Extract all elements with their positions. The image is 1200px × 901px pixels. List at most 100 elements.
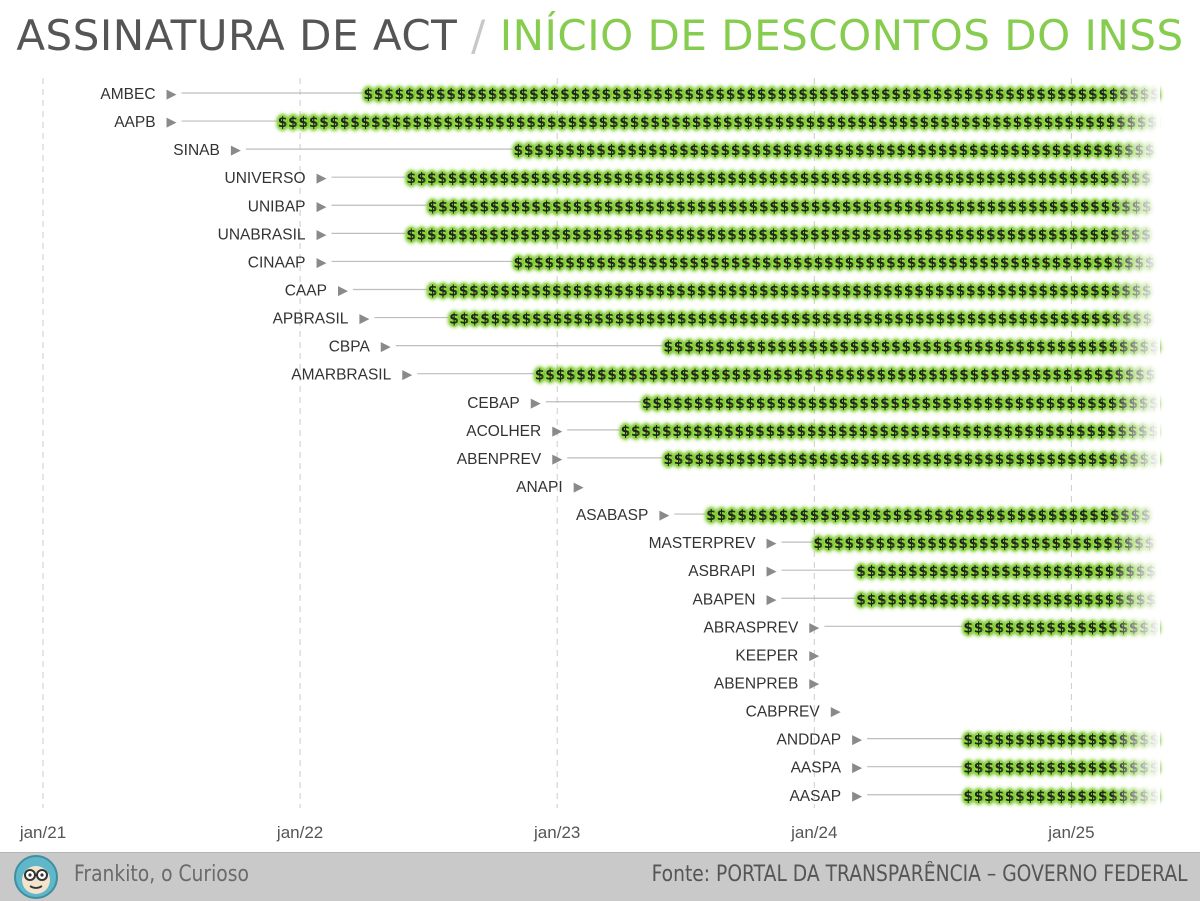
- deduction-dollar: $: [974, 789, 984, 805]
- footer-author: Frankito, o Curioso: [74, 862, 249, 887]
- deduction-dollar: $: [689, 255, 699, 271]
- deduction-dollar: $: [901, 396, 911, 412]
- deduction-dollar: $: [942, 396, 952, 412]
- deduction-dollar: $: [918, 368, 928, 384]
- deduction-dollar: $: [1101, 283, 1111, 299]
- deduction-dollar: $: [941, 424, 951, 440]
- deduction-dollar: $: [687, 199, 697, 215]
- title-accent: INÍCIO DE DESCONTOS DO INSS: [499, 11, 1184, 60]
- deduction-dollar: $: [707, 283, 717, 299]
- deduction-dollar: $: [777, 340, 787, 356]
- deduction-dollar: $: [891, 340, 901, 356]
- deduction-dollar: $: [713, 115, 723, 131]
- deduction-dollar: $: [1057, 87, 1067, 103]
- deduction-dollar: $: [907, 536, 917, 552]
- deduction-dollar: $: [899, 115, 909, 131]
- deduction-dollar: $: [705, 452, 715, 468]
- deduction-dollar: $: [963, 733, 973, 749]
- deduction-dollar: $: [1036, 452, 1046, 468]
- deduction-dollar: $: [732, 368, 742, 384]
- deduction-dollar: $: [894, 312, 904, 328]
- series-label: ABENPREV: [457, 451, 542, 468]
- deduction-dollar: $: [658, 143, 668, 159]
- deduction-dollar: $: [644, 227, 654, 243]
- deduction-dollar: $: [448, 283, 458, 299]
- series-label: ANDDAP: [777, 732, 842, 749]
- deduction-dollar: $: [1100, 227, 1110, 243]
- deduction-dollar: $: [531, 171, 541, 187]
- deduction-dollar: $: [922, 340, 932, 356]
- deduction-dollar: $: [1023, 115, 1033, 131]
- deduction-dollar: $: [669, 368, 679, 384]
- deduction-dollar: $: [704, 396, 714, 412]
- deduction-dollar: $: [949, 368, 959, 384]
- act-signed-marker: ▶: [809, 620, 819, 635]
- deduction-dollar: $: [741, 255, 751, 271]
- deduction-dollar: $: [994, 396, 1004, 412]
- act-signed-marker: ▶: [552, 452, 562, 467]
- deduction-dollar: $: [984, 620, 994, 636]
- deduction-dollar: $: [707, 171, 717, 187]
- deduction-dollar: $: [480, 283, 490, 299]
- deduction-dollar: $: [659, 368, 669, 384]
- deduction-dollar: $: [566, 368, 576, 384]
- deduction-dollar: $: [893, 171, 903, 187]
- deduction-dollar: $: [1005, 452, 1015, 468]
- deduction-dollar: $: [519, 87, 529, 103]
- deduction-dollar: $: [766, 424, 776, 440]
- deduction-dollar: $: [1038, 508, 1048, 524]
- deduction-dollar: $: [798, 452, 808, 468]
- deduction-dollar: $: [767, 87, 777, 103]
- deduction-dollar: $: [752, 255, 762, 271]
- deduction-dollar: $: [448, 171, 458, 187]
- deduction-dollar: $: [630, 115, 640, 131]
- deduction-dollar: $: [824, 143, 834, 159]
- deduction-dollar: $: [1028, 283, 1038, 299]
- deduction-dollar: $: [726, 87, 736, 103]
- deduction-dollar: $: [976, 283, 986, 299]
- deduction-dollar: $: [1088, 789, 1098, 805]
- series-row: CABPREV ▶: [746, 704, 841, 721]
- deduction-dollar: $: [720, 143, 730, 159]
- deduction-dollar: $: [966, 199, 976, 215]
- deduction-dollar: $: [948, 255, 958, 271]
- deduction-dollar: $: [783, 255, 793, 271]
- series-label: ASABASP: [576, 507, 648, 524]
- deduction-dollar: $: [727, 227, 737, 243]
- act-signed-marker: ▶: [359, 312, 369, 327]
- deduction-dollar: $: [1018, 312, 1028, 328]
- deduction-dollar: $: [883, 199, 893, 215]
- series-label: ABAPEN: [693, 591, 756, 608]
- deduction-dollar: $: [840, 87, 850, 103]
- deduction-dollar: $: [925, 283, 935, 299]
- deduction-dollar: $: [1046, 452, 1056, 468]
- deduction-dollar: $: [573, 199, 583, 215]
- deduction-dollar: $: [562, 227, 572, 243]
- deduction-dollar: $: [714, 396, 724, 412]
- deduction-dollar: $: [814, 368, 824, 384]
- deduction-dollar: $: [995, 87, 1005, 103]
- deduction-dollar: $: [811, 199, 821, 215]
- deduction-dollar: $: [617, 255, 627, 271]
- deduction-dollar: $: [594, 312, 604, 328]
- deduction-dollar: $: [891, 452, 901, 468]
- deduction-dollar: $: [886, 255, 896, 271]
- deduction-dollar: $: [1077, 452, 1087, 468]
- deduction-dollar: $: [437, 171, 447, 187]
- deduction-dollar: $: [728, 283, 738, 299]
- deduction-dollar: $: [758, 227, 768, 243]
- deduction-dollar: $: [876, 368, 886, 384]
- deduction-dollar: $: [728, 199, 738, 215]
- deduction-dollar: $: [495, 115, 505, 131]
- deduction-dollar: $: [793, 255, 803, 271]
- deduction-dollar: $: [929, 564, 939, 580]
- deduction-dollar: $: [607, 255, 617, 271]
- deduction-dollar: $: [613, 227, 623, 243]
- deduction-dollar: $: [489, 171, 499, 187]
- deduction-dollar: $: [1077, 789, 1087, 805]
- deduction-dollar: $: [862, 171, 872, 187]
- act-signed-marker: ▶: [531, 396, 541, 411]
- deduction-dollar: $: [500, 171, 510, 187]
- deduction-dollar: $: [500, 283, 510, 299]
- deduction-dollar: $: [863, 312, 873, 328]
